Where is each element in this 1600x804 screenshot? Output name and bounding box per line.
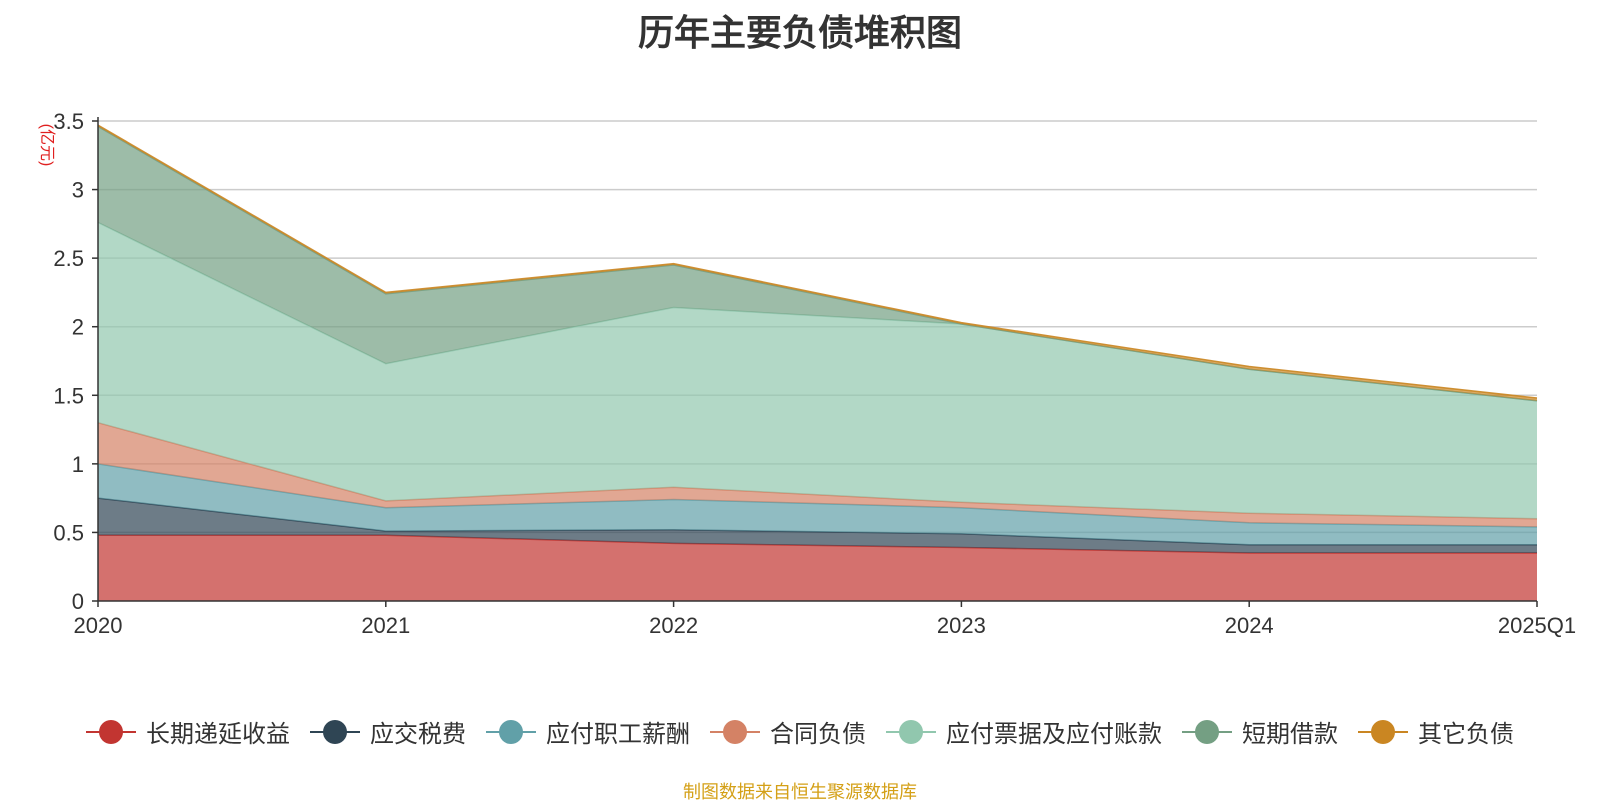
legend-item[interactable]: 应交税费 xyxy=(310,714,466,749)
x-tick-label: 2020 xyxy=(74,613,123,638)
legend-marker-icon xyxy=(886,719,936,744)
legend-label: 长期递延收益 xyxy=(146,721,290,748)
legend-marker-icon xyxy=(310,719,360,744)
chart-title: 历年主要负债堆积图 xyxy=(637,12,962,53)
y-tick-label: 1 xyxy=(72,452,84,477)
legend-marker-icon xyxy=(710,719,760,744)
legend-label: 应交税费 xyxy=(370,721,466,748)
legend-label: 应付职工薪酬 xyxy=(546,721,690,748)
y-tick-label: 3.5 xyxy=(53,109,84,134)
legend-item[interactable]: 合同负债 xyxy=(710,714,866,749)
y-tick-label: 0.5 xyxy=(53,520,84,545)
area-series xyxy=(98,222,1537,519)
x-tick-label: 2024 xyxy=(1225,613,1274,638)
legend-label: 合同负债 xyxy=(770,721,866,748)
area-series xyxy=(98,126,1537,401)
legend: 长期递延收益 应交税费 应付职工薪酬 合同负债 应付票据及应付账款 短期借款 其它负债 xyxy=(0,714,1600,749)
y-tick-label: 1.5 xyxy=(53,383,84,408)
source-note: 制图数据来自恒生聚源数据库 xyxy=(683,782,917,802)
legend-label: 短期借款 xyxy=(1242,721,1338,748)
legend-marker-icon xyxy=(1358,719,1408,744)
legend-label: 应付票据及应付账款 xyxy=(946,721,1162,748)
x-tick-label: 2021 xyxy=(361,613,410,638)
series-line xyxy=(97,124,1538,399)
x-tick-label: 2023 xyxy=(937,613,986,638)
legend-marker-icon xyxy=(486,719,536,744)
y-axis-unit: (亿元) xyxy=(38,124,56,167)
y-tick-label: 0 xyxy=(72,589,84,614)
legend-label: 其它负债 xyxy=(1418,721,1514,748)
x-tick-label: 2022 xyxy=(649,613,698,638)
area-series xyxy=(98,422,1537,527)
legend-marker-icon xyxy=(1182,719,1232,744)
legend-item[interactable]: 应付票据及应付账款 xyxy=(886,714,1162,749)
y-tick-label: 2 xyxy=(72,315,84,340)
legend-item[interactable]: 应付职工薪酬 xyxy=(486,714,690,749)
legend-item[interactable]: 短期借款 xyxy=(1182,714,1338,749)
y-tick-label: 3 xyxy=(72,178,84,203)
legend-item[interactable]: 长期递延收益 xyxy=(86,714,290,749)
legend-marker-icon xyxy=(86,719,136,744)
x-tick-label: 2025Q1 xyxy=(1498,613,1576,638)
area-series xyxy=(98,498,1537,553)
legend-item[interactable]: 其它负债 xyxy=(1358,714,1514,749)
y-tick-label: 2.5 xyxy=(53,246,84,271)
